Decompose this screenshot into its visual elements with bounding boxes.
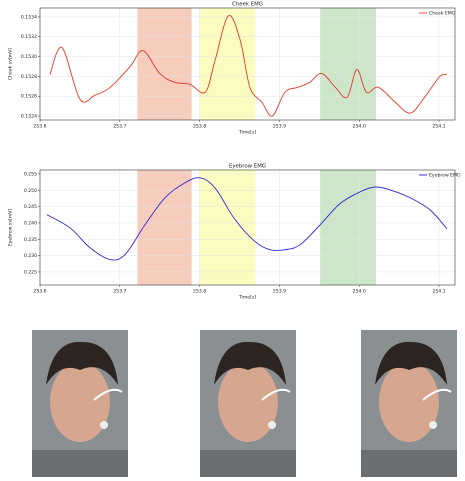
x-tick-label: 253.6	[33, 289, 46, 295]
x-axis-label: Time[s]	[238, 295, 256, 301]
y-tick-label: 0.1530	[21, 54, 37, 60]
face-photo	[200, 330, 296, 477]
x-tick-label: 254.0	[353, 124, 366, 130]
y-axis-label: Eyebrow sv[mV]	[8, 209, 14, 247]
y-axis-label: Cheek sv[mV]	[8, 48, 14, 80]
face-photo	[361, 330, 457, 477]
figure: 253.6 253.7 253.8 253.9 254.0 254.1 0.1524 0.15…	[0, 0, 465, 477]
legend-label: Cheek EMG	[429, 11, 456, 17]
x-tick-label: 254.0	[353, 289, 366, 295]
y-tick-label: 0.250	[24, 188, 37, 194]
highlight-span	[320, 8, 376, 120]
x-tick-label: 254.1	[432, 289, 445, 295]
x-tick-label: 253.7	[113, 124, 126, 130]
y-tick-label: 0.230	[24, 253, 37, 259]
chart-title: Eyebrow EMG	[229, 164, 266, 170]
y-tick-label: 0.1528	[21, 74, 37, 80]
y-tick-label: 0.240	[24, 220, 37, 226]
photos	[32, 330, 457, 477]
y-tick-label: 0.1526	[21, 94, 37, 100]
x-tick-label: 253.8	[193, 124, 206, 130]
highlight-span	[137, 8, 191, 120]
chart: 253.6 253.7 253.8 253.9 254.0 254.1 0.225 0.230…	[8, 164, 462, 301]
y-tick-label: 0.1534	[21, 14, 37, 20]
x-tick-label: 253.6	[33, 124, 46, 130]
x-axis-label: Time[s]	[238, 130, 256, 136]
highlight-span	[200, 8, 256, 120]
y-tick-label: 0.235	[24, 237, 37, 243]
chart: 253.6 253.7 253.8 253.9 254.0 254.1 0.1524 0.15…	[8, 2, 456, 136]
highlight-span	[320, 170, 376, 285]
y-tick-label: 0.1532	[21, 34, 37, 40]
legend-label: Eyebrow EMG	[429, 173, 461, 179]
x-tick-label: 254.1	[432, 124, 445, 130]
x-tick-label: 253.9	[273, 124, 286, 130]
x-tick-label: 253.8	[193, 289, 206, 295]
y-tick-label: 0.245	[24, 204, 37, 210]
y-tick-label: 0.255	[24, 171, 37, 177]
x-tick-label: 253.7	[113, 289, 126, 295]
x-tick-label: 253.9	[273, 289, 286, 295]
page: {"chart_data": [ {"type": "line", "title…	[0, 0, 465, 477]
highlight-span	[200, 170, 256, 285]
chart-title: Cheek EMG	[232, 2, 263, 8]
y-tick-label: 0.1524	[21, 114, 37, 120]
highlight-span	[137, 170, 191, 285]
y-tick-label: 0.225	[24, 269, 37, 275]
face-photo	[32, 330, 128, 477]
